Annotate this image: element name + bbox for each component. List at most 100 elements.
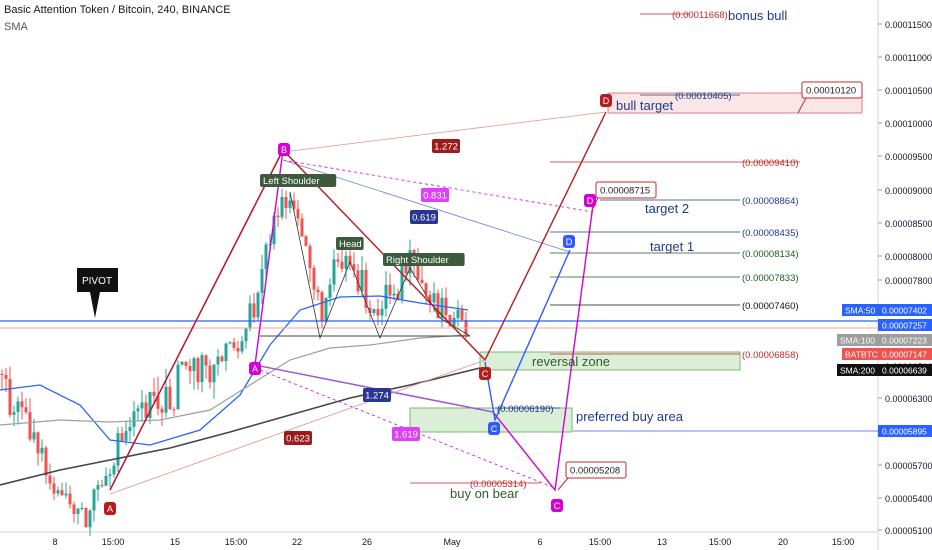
candle-body	[368, 307, 372, 313]
candle-body	[432, 293, 436, 303]
candle-body	[356, 270, 360, 292]
price-tick-label: 0.00008000	[885, 252, 932, 262]
ratio-tag	[284, 431, 312, 445]
candle-body	[28, 412, 32, 440]
ratio-label: 1.619	[394, 430, 418, 441]
pivot-marker	[77, 268, 118, 318]
candle-body	[228, 342, 232, 344]
candle-body	[280, 196, 284, 218]
time-tick-label: 15:00	[709, 537, 732, 547]
price-label-name: SMA:100	[840, 336, 875, 346]
shoulder-label: Head	[339, 239, 362, 250]
pattern-point-label: C	[491, 424, 498, 434]
candle-body	[176, 364, 180, 410]
candle-body	[16, 401, 20, 413]
price-tick-label: 0.00005700	[885, 461, 932, 471]
candle-body	[72, 504, 76, 514]
time-tick-label: 15	[170, 537, 180, 547]
ratio-label: 0.831	[423, 191, 447, 202]
pattern-point-marker	[551, 499, 563, 512]
price-label-name-bg	[842, 304, 878, 316]
shoulder-tag	[336, 237, 364, 250]
level-label: (0.00008435)	[742, 228, 799, 239]
candle-body	[164, 386, 168, 413]
candle-body	[464, 319, 468, 335]
candle-body	[0, 374, 4, 375]
ratio-label: 1.274	[365, 391, 389, 402]
price-label-value: 0.00007223	[882, 336, 927, 346]
pattern-point-marker	[104, 502, 116, 515]
candle-body	[352, 264, 356, 271]
candle-body	[392, 293, 396, 296]
price-tick-label: 0.00009000	[885, 186, 932, 196]
candle-body	[364, 269, 368, 308]
candle-body	[232, 342, 236, 348]
candle-body	[200, 355, 204, 383]
candle-body	[220, 356, 224, 362]
candle-body	[96, 485, 100, 490]
candle-body	[100, 485, 104, 487]
price-label-name-bg	[842, 348, 878, 360]
annotation-label: bull target	[616, 98, 673, 113]
ratio-tag	[392, 427, 420, 441]
projection-line	[282, 111, 607, 153]
candle-body	[284, 196, 288, 208]
price-tick-label: 0.00011000	[885, 53, 932, 63]
candle-body	[272, 215, 276, 245]
level-label: (0.00005314)	[470, 479, 527, 490]
harmonic-pattern	[109, 149, 594, 492]
candle-body	[152, 391, 156, 396]
candle-body	[184, 361, 188, 366]
bull-path	[109, 111, 607, 491]
candle-body	[340, 261, 344, 269]
candle-body	[312, 267, 316, 290]
candle-body	[44, 447, 48, 476]
candle-body	[324, 297, 328, 322]
projection-line	[109, 359, 486, 495]
price-tick-label: 0.00011500	[885, 20, 932, 30]
pattern-point-label: A	[107, 504, 113, 514]
candle-body	[112, 465, 116, 475]
ratio-label: 1.272	[434, 142, 458, 153]
candle-body	[320, 292, 324, 322]
sma100-line	[0, 334, 469, 426]
level-label: (0.00010405)	[675, 91, 732, 102]
pattern-point-marker	[600, 94, 612, 107]
annotation-label: target 2	[645, 201, 689, 216]
time-tick-label: 15:00	[832, 537, 855, 547]
level-label: (0.00006190)	[497, 404, 554, 415]
time-tick-label: 22	[292, 537, 302, 547]
candle-body	[236, 347, 240, 352]
ratio-tag	[421, 188, 449, 202]
candle-body	[212, 364, 216, 383]
candle-body	[116, 433, 120, 466]
candle-body	[344, 255, 348, 269]
candle-body	[148, 391, 152, 418]
candle-body	[140, 402, 144, 409]
candle-body	[300, 218, 304, 237]
callout-label: 0.00010120	[806, 86, 856, 97]
candle-body	[456, 309, 460, 319]
candle-body	[24, 407, 28, 413]
candle-body	[252, 303, 256, 318]
candle-body	[64, 493, 68, 496]
ratio-tag	[432, 139, 460, 153]
price-label-name: SMA:50	[845, 306, 876, 316]
ratio-tag	[363, 388, 391, 402]
sma50-line	[0, 295, 469, 446]
shoulder-tag	[383, 253, 465, 266]
candle-body	[8, 378, 12, 415]
candle-body	[428, 294, 432, 303]
candle-body	[316, 289, 320, 293]
candle-body	[440, 297, 444, 319]
candle-body	[308, 246, 312, 268]
candle-body	[88, 510, 92, 528]
candle-body	[260, 269, 264, 293]
pattern-point-marker	[563, 235, 575, 248]
price-label-name-bg	[837, 334, 878, 346]
level-label: (0.00007833)	[742, 273, 799, 284]
candle-body	[244, 328, 248, 342]
pattern-point-label: C	[482, 369, 489, 379]
